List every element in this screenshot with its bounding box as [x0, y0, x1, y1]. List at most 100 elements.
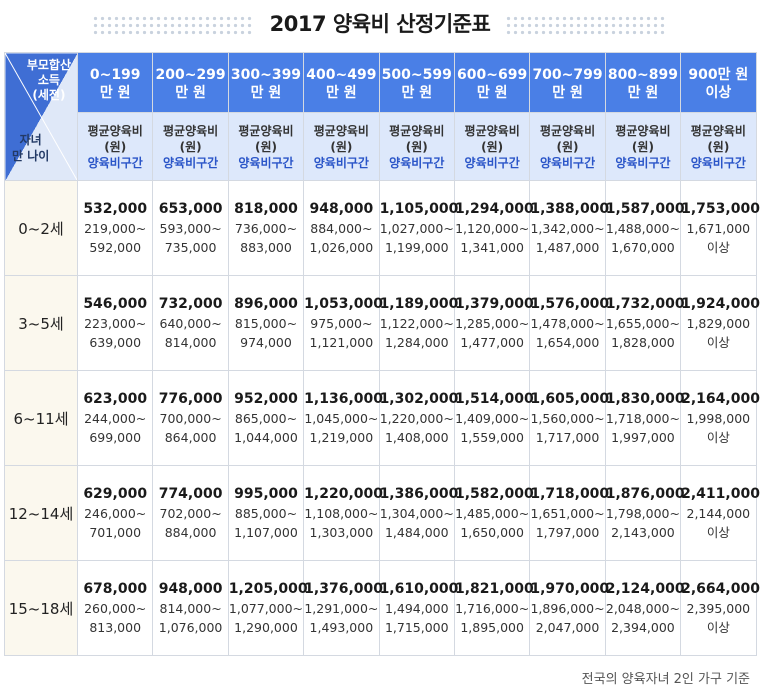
- range-start-value: 1,077,000~: [228, 601, 304, 616]
- average-cost-label: (원): [104, 139, 127, 154]
- average-cost-label: 평균양육비: [539, 123, 596, 138]
- range-start-value: 1,304,000~: [379, 506, 454, 521]
- range-end-value: 2,143,000: [611, 525, 675, 540]
- range-start-value: 2,048,000~: [605, 601, 680, 616]
- table-row: 6~11세 623,000 244,000~ 699,000 776,000 700,00…: [4, 370, 760, 466]
- table-row: 12~14세 629,000 246,000~ 701,000 774,000 702,0…: [4, 465, 760, 561]
- average-cost-value: 896,000: [234, 296, 298, 312]
- range-label: 양육비구간: [313, 155, 369, 170]
- income-bracket-header: 500~599 만 원: [378, 52, 455, 113]
- title-bar: 2017 양육비 산정기준표: [0, 0, 760, 52]
- cost-cell: 532,000 219,000~ 592,000: [76, 180, 154, 276]
- sub-header-cell: 평균양육비 (원) 양육비구간: [76, 112, 154, 181]
- average-cost-label: (원): [556, 139, 579, 154]
- range-start-value: 1,560,000~: [530, 411, 605, 426]
- average-cost-value: 1,514,000: [454, 391, 534, 407]
- average-cost-value: 653,000: [158, 201, 223, 217]
- range-end-value: 1,107,000: [234, 525, 298, 540]
- average-cost-label: (원): [707, 139, 730, 154]
- cost-cell: 948,000 814,000~ 1,076,000: [152, 560, 229, 656]
- range-start-value: 246,000~: [84, 506, 147, 521]
- average-cost-value: 546,000: [83, 296, 148, 312]
- cost-cell: 2,411,000 2,144,000 이상: [680, 465, 760, 561]
- range-start-value: 1,655,000~: [605, 316, 680, 331]
- income-bracket-unit: 이상: [705, 84, 732, 101]
- range-end-value: 1,997,000: [611, 430, 675, 445]
- average-cost-value: 1,753,000: [681, 201, 760, 217]
- average-cost-label: 평균양육비: [615, 123, 671, 138]
- cost-cell: 2,124,000 2,048,000~ 2,394,000: [604, 560, 685, 656]
- range-start-value: 219,000~: [84, 221, 147, 236]
- cost-cell: 1,388,000 1,342,000~ 1,487,000: [529, 180, 610, 276]
- page-title: 2017 양육비 산정기준표: [0, 8, 760, 38]
- child-age-cell: 6~11세: [4, 370, 78, 466]
- range-end-value: 1,797,000: [535, 525, 600, 540]
- cost-cell: 1,053,000 975,000~ 1,121,000: [303, 275, 383, 371]
- income-bracket-header: 900만 원 이상: [680, 52, 757, 113]
- average-cost-value: 1,220,000: [304, 486, 383, 502]
- average-cost-value: 1,970,000: [530, 581, 610, 597]
- cost-cell: 1,753,000 1,671,000 이상: [680, 180, 760, 276]
- average-cost-value: 532,000: [83, 201, 148, 217]
- cost-cell: 732,000 640,000~ 814,000: [152, 275, 229, 371]
- cost-cell: 1,924,000 1,829,000 이상: [680, 275, 760, 371]
- income-bracket-unit: 만 원: [326, 84, 357, 101]
- range-end-value: 1,484,000: [384, 525, 449, 540]
- cost-cell: 546,000 223,000~ 639,000: [76, 275, 154, 371]
- sub-header-cell: 평균양육비 (원) 양육비구간: [303, 112, 380, 181]
- range-end-value: 639,000: [89, 335, 142, 350]
- range-start-value: 1,108,000~: [304, 506, 379, 521]
- range-end-value: 735,000: [164, 240, 217, 255]
- average-cost-value: 1,205,000: [228, 581, 308, 597]
- range-end-value: 1,303,000: [309, 525, 374, 540]
- cost-cell: 1,136,000 1,045,000~ 1,219,000: [303, 370, 383, 466]
- cost-cell: 1,610,000 1,494,000 1,715,000: [378, 560, 459, 656]
- average-cost-label: (원): [254, 139, 277, 154]
- range-start-value: 2,395,000: [686, 601, 751, 616]
- average-cost-value: 1,582,000: [454, 486, 534, 502]
- range-start-value: 223,000~: [84, 316, 147, 331]
- footnote: 전국의 양육자녀 2인 가구 기준: [581, 672, 750, 687]
- average-cost-value: 1,388,000: [530, 201, 610, 217]
- cost-cell: 1,220,000 1,108,000~ 1,303,000: [303, 465, 383, 561]
- range-start-value: 1,220,000~: [379, 411, 454, 426]
- cost-cell: 774,000 702,000~ 884,000: [152, 465, 229, 561]
- range-start-value: 1,651,000~: [530, 506, 605, 521]
- income-bracket-header: 400~499 만 원: [303, 52, 380, 113]
- child-age-cell: 15~18세: [4, 560, 78, 656]
- income-bracket-header: 700~799 만 원: [529, 52, 606, 113]
- cost-cell: 952,000 865,000~ 1,044,000: [227, 370, 305, 466]
- title-dots-right: [505, 15, 665, 35]
- sub-header-row: 평균양육비 (원) 양육비구간 평균양육비 (원) 양육비구간 평균양육비 (원) 양육비구간 평…: [5, 112, 757, 181]
- cost-cell: 678,000 260,000~ 813,000: [76, 560, 154, 656]
- average-cost-value: 948,000: [309, 201, 374, 217]
- range-start-value: 1,798,000~: [605, 506, 680, 521]
- average-cost-value: 629,000: [83, 486, 148, 502]
- average-cost-value: 1,379,000: [454, 296, 534, 312]
- range-end-value: 이상: [706, 240, 730, 255]
- range-end-value: 1,044,000: [234, 430, 298, 445]
- range-label: 양육비구간: [464, 155, 520, 170]
- average-cost-label: 평균양육비: [690, 123, 746, 138]
- cost-cell: 1,302,000 1,220,000~ 1,408,000: [378, 370, 458, 466]
- average-cost-label: (원): [330, 139, 353, 154]
- range-start-value: 700,000~: [159, 411, 222, 426]
- range-start-value: 1,718,000~: [605, 411, 680, 426]
- average-cost-value: 1,605,000: [530, 391, 610, 407]
- average-cost-value: 1,610,000: [379, 581, 459, 597]
- average-cost-value: 1,587,000: [605, 201, 685, 217]
- range-start-value: 1,671,000: [686, 221, 751, 236]
- range-label: 양육비구간: [87, 155, 143, 170]
- range-start-value: 593,000~: [159, 221, 222, 236]
- range-end-value: 1,493,000: [309, 620, 374, 635]
- income-bracket-range: 400~499: [306, 66, 377, 83]
- cost-cell: 1,205,000 1,077,000~ 1,290,000: [227, 560, 308, 656]
- table-body: 0~2세 532,000 219,000~ 592,000 653,000 593,000…: [4, 180, 760, 656]
- range-end-value: 1,895,000: [460, 620, 524, 635]
- range-end-value: 2,047,000: [535, 620, 600, 635]
- range-label: 양육비구간: [162, 155, 219, 170]
- cost-cell: 1,294,000 1,120,000~ 1,341,000: [453, 180, 534, 276]
- range-end-value: 이상: [706, 430, 730, 445]
- range-end-value: 701,000: [89, 525, 142, 540]
- average-cost-value: 678,000: [83, 581, 148, 597]
